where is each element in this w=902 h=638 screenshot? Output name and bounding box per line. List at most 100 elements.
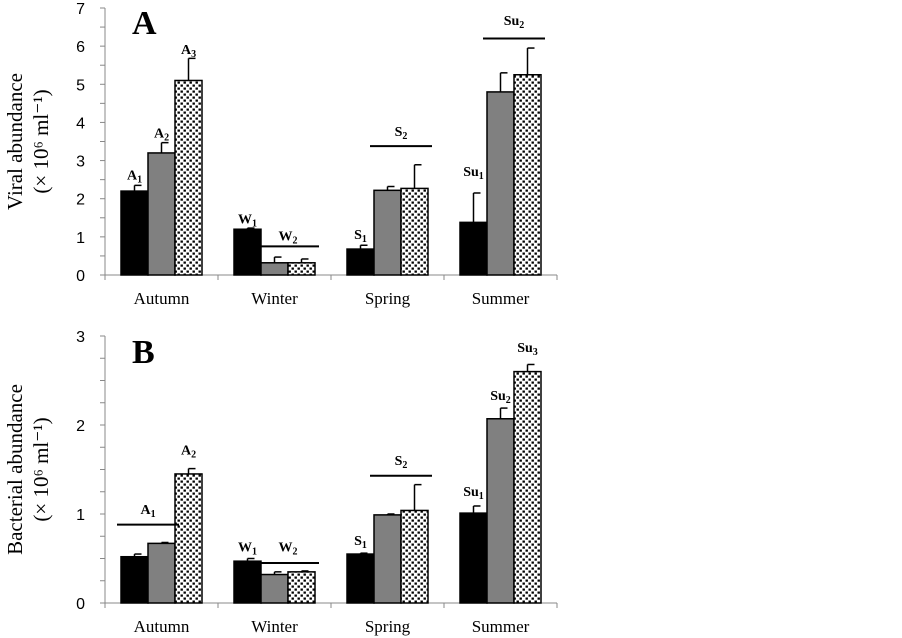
y-tick-label: 0 [76,596,85,613]
bar-series-1-winter [233,560,262,604]
bar-series-3-spring [400,509,429,604]
y-tick-label: 3 [76,329,85,346]
group-label-subscript: 1 [137,175,142,186]
group-label: W1 [238,540,257,557]
x-tick-label: Spring [365,289,411,308]
group-label-subscript: 2 [402,131,407,142]
bar-series-1-autumn [120,555,149,604]
group-label-text: Su [504,14,520,29]
group-label: Su2 [504,14,525,31]
group-label: A2 [181,443,196,460]
group-label: A2 [154,127,169,144]
group-label-subscript: 1 [479,491,484,502]
y-tick-label: 2 [76,192,85,209]
bar-series-3-summer [513,74,542,276]
group-label-subscript: 1 [362,234,367,245]
y-tick-label: 1 [76,507,85,524]
bar-series-3-winter [287,571,316,604]
bar-series-2-spring [373,514,402,604]
group-label-subscript: 2 [519,20,524,31]
group-label-subscript: 2 [293,236,298,247]
bar-series-1-summer [459,512,488,604]
y-tick-label: 6 [76,39,85,56]
bar-series-2-autumn [147,542,176,604]
y-tick-label: 4 [76,115,85,132]
group-label-text: S [354,228,362,243]
x-tick-label: Summer [472,617,530,636]
group-label-text: W [279,540,293,555]
bar-series-1-spring [346,248,375,276]
y-tick-label: 5 [76,77,85,94]
group-label: S2 [395,454,408,471]
bar-series-1-spring [346,553,375,604]
group-label: A1 [127,169,142,186]
group-label: W2 [279,230,298,247]
x-tick-label: Summer [472,289,530,308]
group-label-text: A [181,443,192,458]
bar-series-1-summer [459,221,488,276]
x-tick-label: Spring [365,617,411,636]
group-label: A3 [181,43,196,60]
group-label: Su3 [517,341,538,358]
y-tick-label: 3 [76,154,85,171]
bar-series-3-summer [513,370,542,604]
bar-series-3-winter [287,262,316,276]
group-label: Su1 [463,165,484,182]
group-label-text: Su [517,341,533,356]
group-label: W2 [279,540,298,557]
y-tick-label: 1 [76,230,85,247]
group-label-subscript: 1 [252,546,257,557]
group-label-subscript: 3 [533,347,538,358]
y-axis-label: Bacterial abundance(× 10⁶ ml⁻¹) [3,384,53,555]
group-label-text: A [140,503,151,518]
group-label-text: A [181,43,192,58]
group-label: Su1 [463,485,484,502]
bar-series-3-spring [400,187,429,276]
group-label-subscript: 1 [362,540,367,551]
group-label-subscript: 1 [151,509,156,520]
group-label-text: S [395,454,403,469]
group-label-subscript: 2 [506,395,511,406]
bar-series-2-autumn [147,152,176,276]
group-label-text: Su [463,485,479,500]
group-label-text: S [395,125,403,140]
bar-series-2-summer [486,418,515,604]
bar-series-3-autumn [174,79,203,276]
group-label-text: W [279,230,293,245]
group-label-subscript: 1 [252,219,257,230]
panel-b: 0 1 2 3 Autumn Winter Spring Summer Bacterial ab… [3,329,558,636]
group-label-text: Su [463,165,479,180]
bar-series-2-winter [260,262,289,276]
panel-label: B [132,334,155,371]
y-axis-label-line1: Viral abundance [3,73,27,210]
group-label-text: Su [490,389,506,404]
bar-series-2-summer [486,91,515,276]
group-label-subscript: 2 [164,133,169,144]
y-axis-label-line2: (× 10⁶ ml⁻¹) [29,417,53,521]
panel-a: 0 1 2 3 4 5 6 7 Autumn Winter Spring Summer Viral ab… [3,1,558,308]
y-tick-label: 0 [76,268,85,285]
group-label: S1 [354,228,367,245]
y-axis-label: Viral abundance(× 10⁶ ml⁻¹) [3,73,53,210]
y-tick-label: 2 [76,418,85,435]
group-label-subscript: 1 [479,171,484,182]
y-axis-label-line1: Bacterial abundance [3,384,27,555]
panel-label: A [132,5,157,42]
y-axis-label-line2: (× 10⁶ ml⁻¹) [29,89,53,193]
group-label: S2 [395,125,408,142]
y-tick-label: 7 [76,1,85,18]
group-label-text: W [238,540,252,555]
bar-series-2-spring [373,189,402,276]
x-tick-label: Autumn [134,289,190,308]
group-label-subscript: 2 [191,449,196,460]
group-label-subscript: 3 [191,49,196,60]
group-label-text: W [238,213,252,228]
bar-series-3-autumn [174,473,203,604]
group-label: A1 [140,503,155,520]
group-label-text: S [354,534,362,549]
group-label: S1 [354,534,367,551]
group-label-subscript: 2 [293,546,298,557]
group-label-subscript: 2 [402,460,407,471]
bar-series-1-autumn [120,190,149,276]
